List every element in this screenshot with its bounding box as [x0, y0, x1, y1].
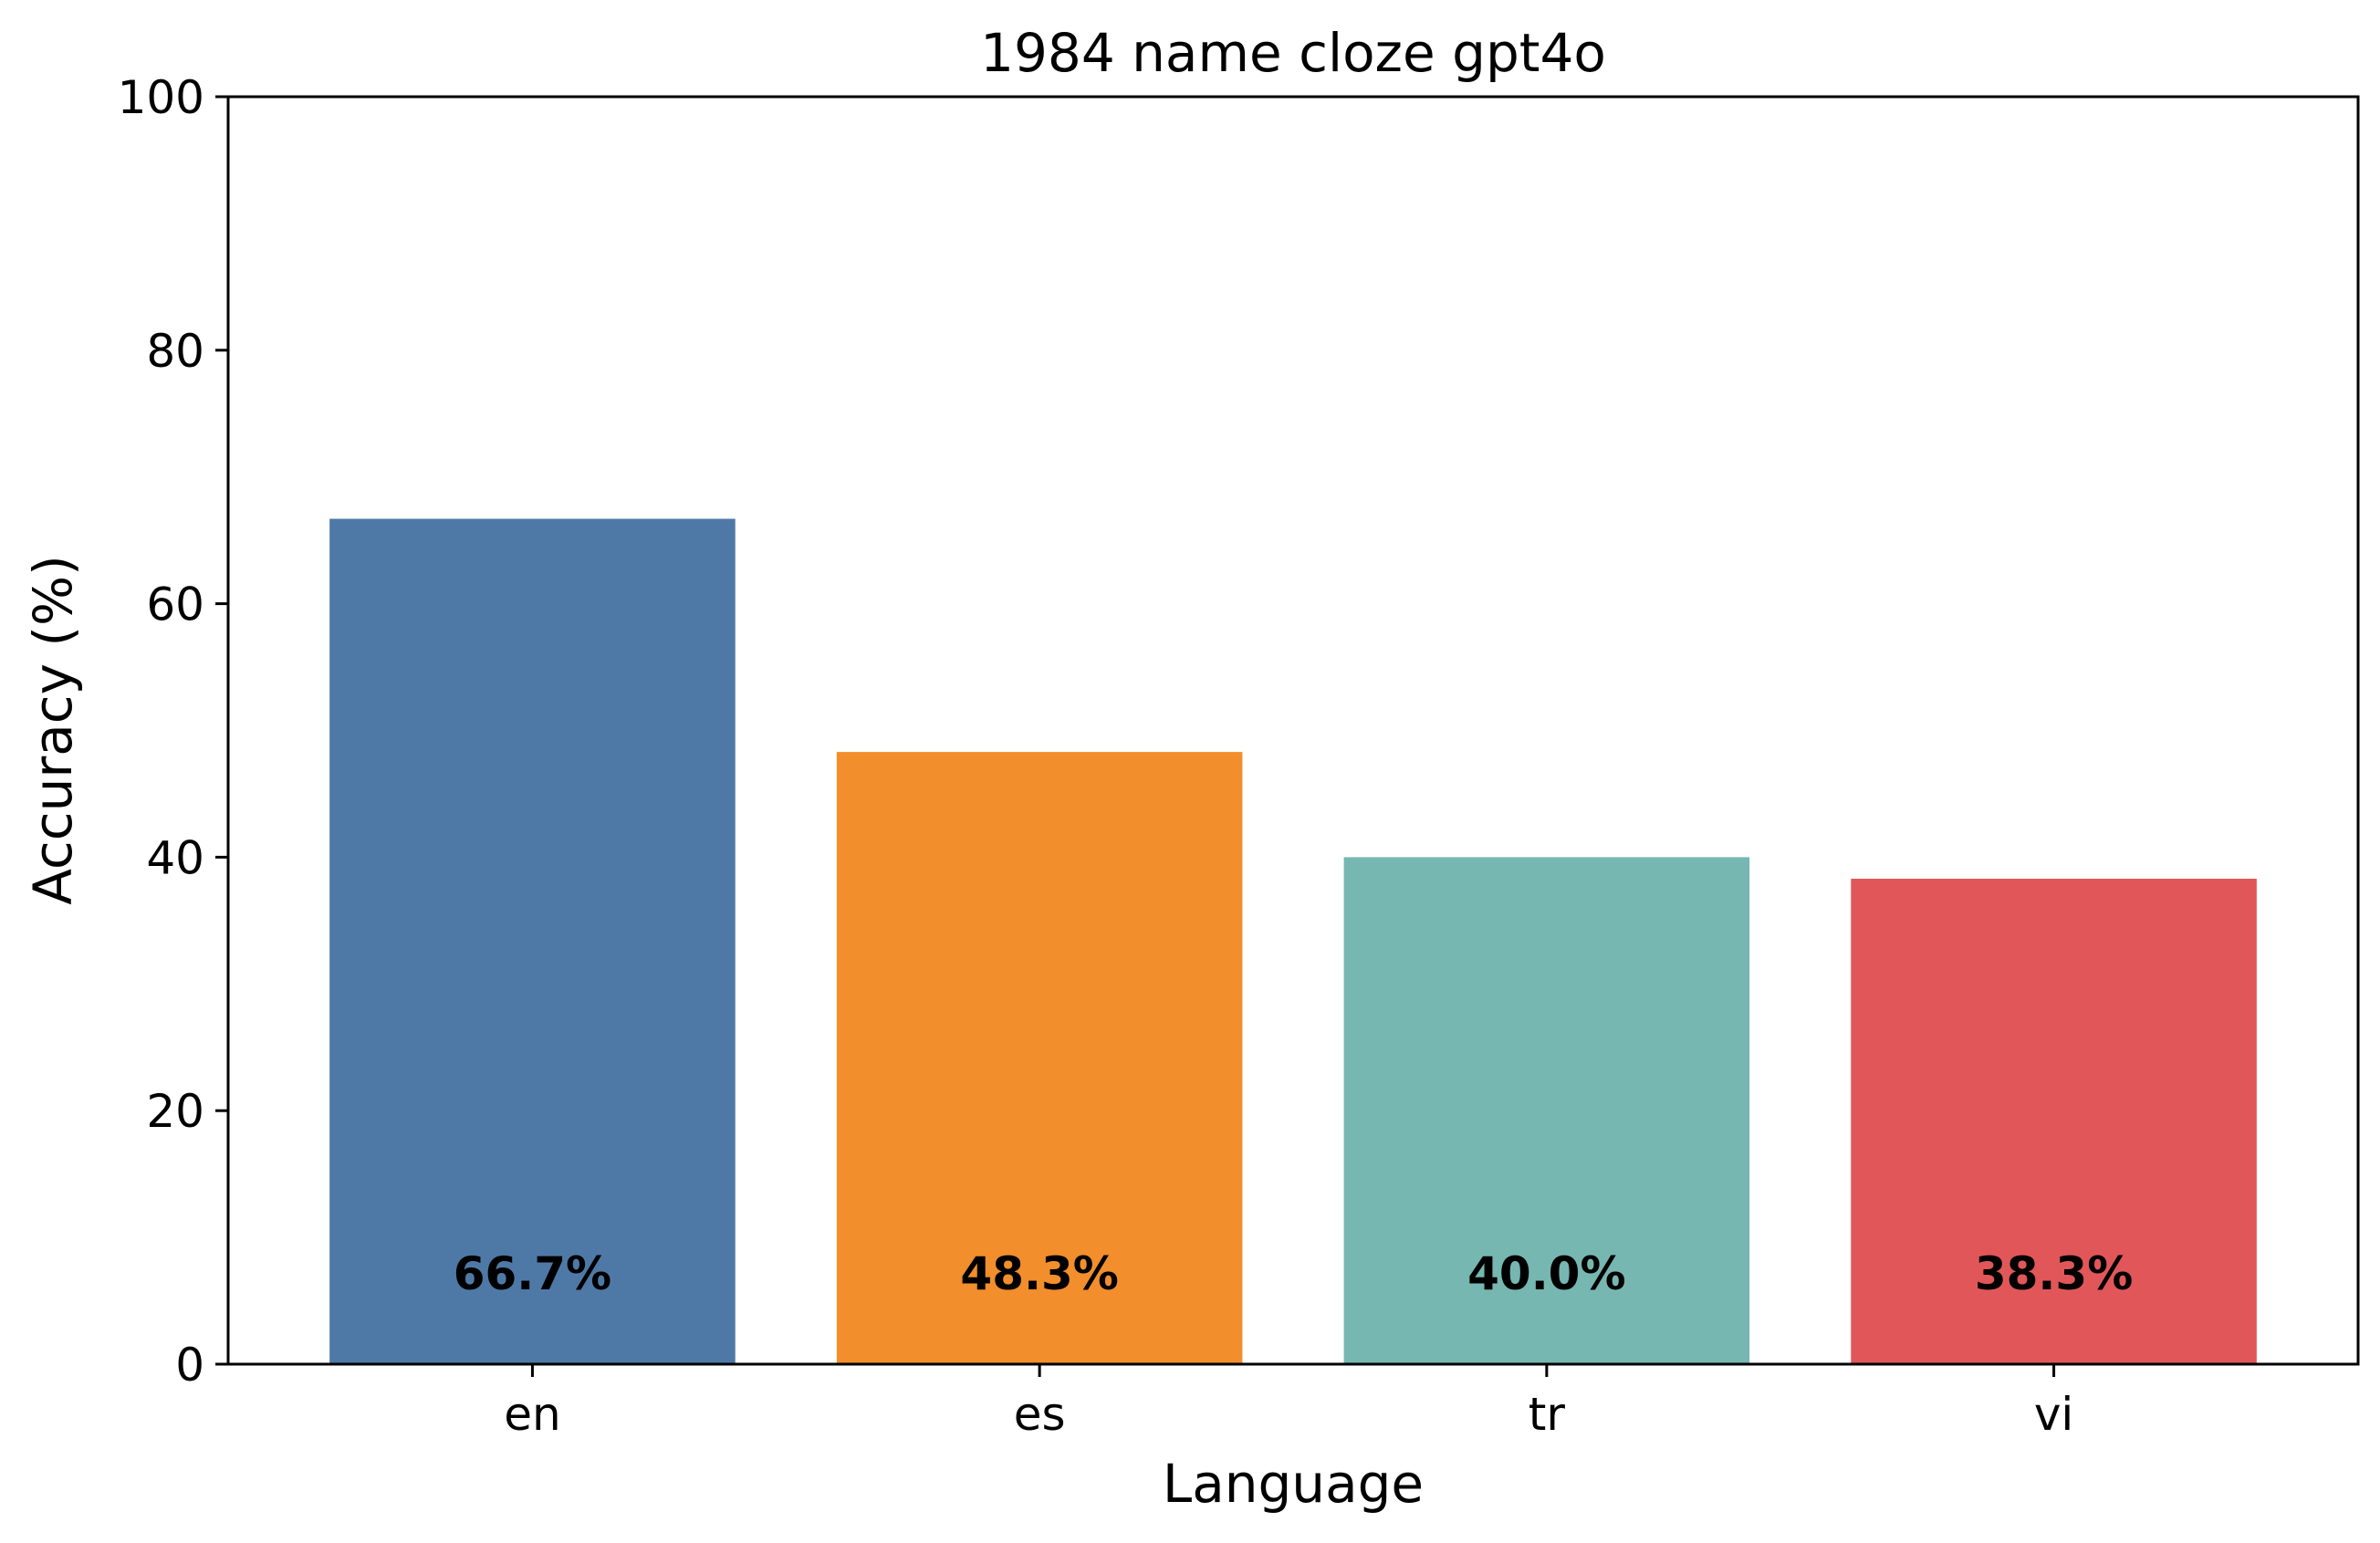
y-tick-label-20: 20: [146, 1085, 204, 1138]
data-label-vi: 38.3%: [1975, 1247, 2133, 1300]
data-label-en: 66.7%: [454, 1247, 611, 1300]
x-tick-label-tr: tr: [1529, 1388, 1566, 1441]
y-tick-label-100: 100: [118, 71, 204, 124]
x-axis: en es tr vi: [504, 1364, 2073, 1441]
data-label-tr: 40.0%: [1467, 1247, 1625, 1300]
y-tick-label-0: 0: [175, 1339, 204, 1392]
y-tick-label-60: 60: [146, 579, 204, 631]
bar-vi: [1851, 879, 2257, 1364]
y-tick-label-80: 80: [146, 325, 204, 378]
data-labels-group: 66.7% 48.3% 40.0% 38.3%: [454, 1247, 2134, 1300]
x-tick-label-es: es: [1014, 1388, 1066, 1441]
x-axis-label: Language: [1163, 1453, 1424, 1515]
x-tick-label-vi: vi: [2034, 1388, 2073, 1441]
bar-es: [836, 752, 1243, 1364]
bar-tr: [1343, 857, 1750, 1364]
x-tick-label-en: en: [504, 1388, 560, 1441]
y-tick-label-40: 40: [146, 831, 204, 884]
bar-en: [329, 518, 736, 1364]
chart-title: 1984 name cloze gpt4o: [980, 22, 1606, 84]
y-axis: 0 20 40 60 80 100: [118, 71, 228, 1392]
y-axis-label: Accuracy (%): [22, 555, 84, 905]
plot-frame: [226, 95, 2360, 1366]
data-label-es: 48.3%: [960, 1247, 1118, 1300]
bars-group: [329, 518, 2257, 1364]
